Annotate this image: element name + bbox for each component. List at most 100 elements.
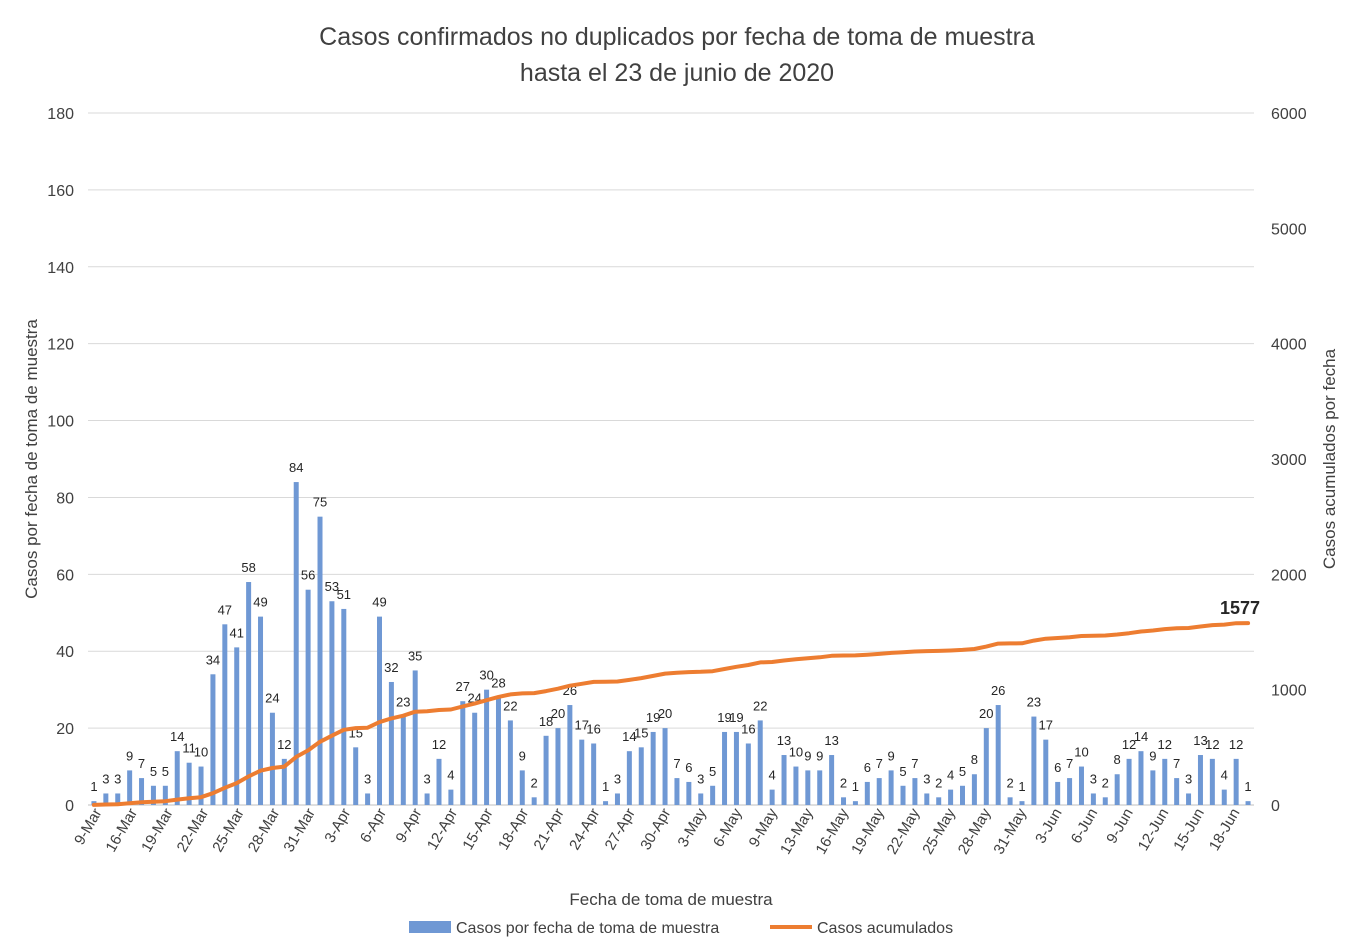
bar — [281, 758, 287, 805]
bar-data-label: 3 — [923, 771, 930, 786]
x-tick-label: 31-Mar — [280, 805, 318, 855]
bar-data-label: 14 — [170, 729, 184, 744]
bar-data-label: 18 — [539, 714, 553, 729]
bar — [519, 770, 525, 805]
bar — [686, 781, 692, 805]
bar — [1138, 751, 1144, 805]
x-tick-label: 18-Apr — [495, 806, 532, 853]
y-tick-label: 140 — [47, 260, 74, 277]
x-tick-label: 28-Mar — [245, 805, 283, 855]
x-tick-label: 28-May — [955, 805, 995, 857]
bar-data-label: 3 — [364, 771, 371, 786]
right-y-axis-ticks: 0 1000 2000 3000 4000 5000 6000 — [1271, 106, 1307, 815]
x-tick-label: 27-Apr — [602, 806, 639, 853]
x-tick-label: 19-Mar — [138, 805, 176, 855]
bar-data-label: 19 — [729, 710, 743, 725]
bar — [115, 793, 121, 805]
bar — [269, 712, 275, 805]
bar-data-label: 3 — [1185, 771, 1192, 786]
bar — [864, 781, 870, 805]
bar — [710, 785, 716, 805]
cumulative-line — [91, 621, 1251, 807]
bar-data-label: 35 — [408, 648, 422, 663]
bar — [174, 751, 180, 805]
bar — [852, 801, 858, 805]
x-tick-label: 18-Jun — [1206, 806, 1244, 854]
bar-data-label: 4 — [447, 768, 454, 783]
bar-data-label: 13 — [1193, 733, 1207, 748]
gridlines — [88, 112, 1254, 806]
bar-data-label: 49 — [253, 595, 267, 610]
bar-data-label: 1 — [90, 779, 97, 794]
bar-data-label: 13 — [824, 733, 838, 748]
bar-data-label: 2 — [531, 775, 538, 790]
bar — [484, 689, 490, 805]
bar-data-label: 9 — [816, 748, 823, 763]
bar-data-label: 10 — [789, 745, 803, 760]
x-tick-label: 12-Jun — [1135, 806, 1173, 854]
bar-data-label: 51 — [337, 587, 351, 602]
y-tick-label: 120 — [47, 337, 74, 354]
bar-data-label: 19 — [717, 710, 731, 725]
bar-data-label: 12 — [1229, 737, 1243, 752]
bar — [436, 758, 442, 805]
bar — [1043, 739, 1049, 805]
bar-data-label: 16 — [586, 721, 600, 736]
bar — [1055, 781, 1061, 805]
bar-data-label: 3 — [423, 771, 430, 786]
bar — [722, 731, 728, 805]
bar — [198, 766, 204, 805]
bar — [139, 778, 145, 805]
bar-data-label: 75 — [313, 495, 327, 510]
bar-data-label: 4 — [1221, 768, 1228, 783]
y-tick-label: 20 — [56, 721, 74, 738]
bar — [353, 747, 359, 805]
y2-tick-label: 5000 — [1271, 221, 1307, 238]
bar-data-label: 32 — [384, 660, 398, 675]
legend-line-label: Casos acumulados — [817, 920, 953, 937]
bar-data-label: 4 — [769, 768, 776, 783]
left-y-axis-ticks: 0 20 40 60 80 100 120 140 160 180 — [47, 106, 74, 815]
bar — [912, 778, 918, 805]
bar — [1031, 716, 1037, 805]
bar — [448, 789, 454, 805]
bar-data-label: 20 — [979, 706, 993, 721]
legend-bar-label: Casos por fecha de toma de muestra — [456, 920, 719, 937]
bar — [745, 743, 751, 805]
bar-data-label: 3 — [114, 771, 121, 786]
x-tick-label: 9-Mar — [71, 805, 105, 847]
bar — [626, 751, 632, 805]
bar — [1245, 801, 1251, 805]
bar-data-label: 17 — [1039, 718, 1053, 733]
bar-data-label: 7 — [673, 756, 680, 771]
bar — [781, 755, 787, 805]
chart-title: Casos confirmados no duplicados por fech… — [319, 23, 1035, 51]
x-tick-label: 19-May — [848, 805, 888, 857]
x-tick-label: 15-Jun — [1170, 806, 1208, 854]
cumulative-final-label: 1577 — [1220, 598, 1260, 618]
bar-data-label: 12 — [277, 737, 291, 752]
bar-data-label: 47 — [218, 602, 232, 617]
bar-data-label: 8 — [1114, 752, 1121, 767]
bar — [924, 793, 930, 805]
bar — [341, 608, 347, 805]
x-tick-label: 3-Jun — [1032, 806, 1065, 847]
bar — [329, 601, 335, 805]
bar — [614, 793, 620, 805]
y2-tick-label: 0 — [1271, 798, 1280, 815]
bar-data-label: 49 — [372, 595, 386, 610]
bar — [495, 697, 501, 805]
bar-data-label: 41 — [229, 625, 243, 640]
bar — [507, 720, 513, 805]
bar — [1150, 770, 1156, 805]
bar — [234, 647, 240, 805]
bar — [888, 770, 894, 805]
bar-data-label: 14 — [1134, 729, 1148, 744]
bar — [1114, 774, 1120, 805]
bar — [365, 793, 371, 805]
bar — [1090, 793, 1096, 805]
y-tick-label: 180 — [47, 106, 74, 123]
x-tick-label: 25-Mar — [209, 805, 247, 855]
bar-data-label: 3 — [1090, 771, 1097, 786]
